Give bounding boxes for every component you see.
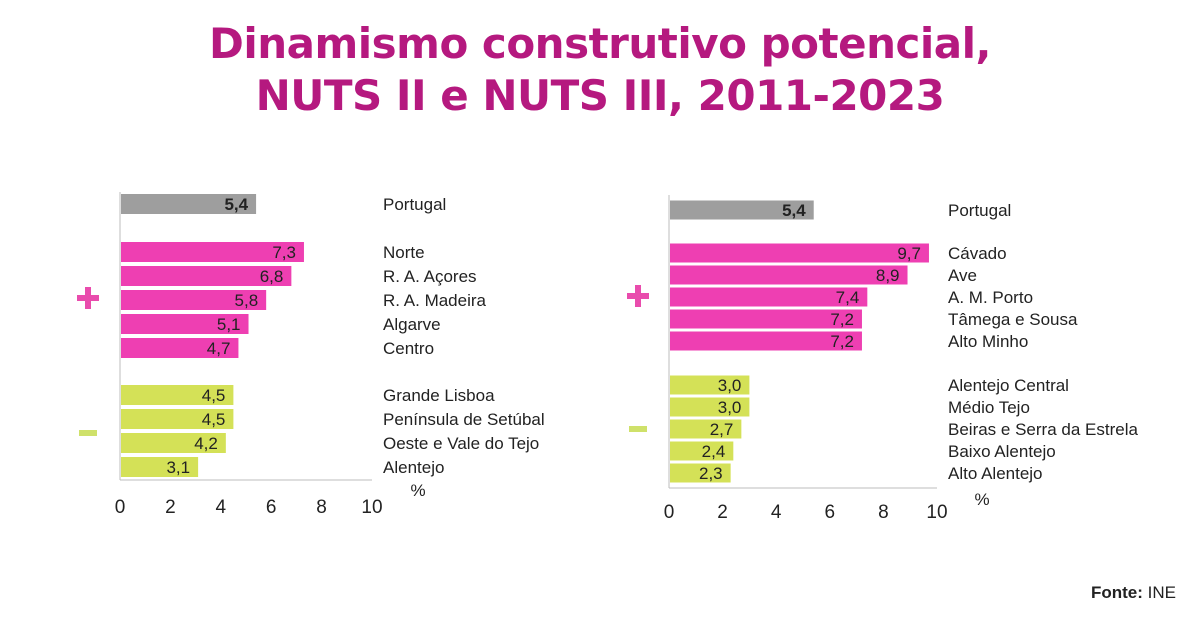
chart1-bar-value-label: 4,5 [202, 386, 226, 405]
chart1-bar-value-label: 6,8 [260, 267, 284, 286]
title-line-2: NUTS II e NUTS III, 2011-2023 [255, 71, 945, 120]
chart1-x-tick-label: 8 [316, 497, 327, 518]
chart1-category-label: Oeste e Vale do Tejo [383, 434, 539, 453]
chart1-category-label: R. A. Açores [383, 267, 477, 286]
chart1-category-label: Norte [383, 243, 425, 262]
chart1-bar-value-label: 3,1 [166, 458, 190, 477]
chart2-bar-value-label: 2,3 [699, 464, 723, 483]
chart1-x-tick-label: 6 [266, 497, 277, 518]
chart2-bar-value-label: 2,7 [710, 420, 734, 439]
chart2-bar-value-label: 8,9 [876, 266, 900, 285]
chart1-bar-value-label: 4,5 [202, 410, 226, 429]
chart2-bar [670, 331, 862, 351]
chart2-x-tick-label: 0 [664, 502, 675, 523]
chart1-minus-sign [79, 430, 97, 436]
chart2-bar-value-label: 2,4 [702, 442, 726, 461]
chart2-category-label: A. M. Porto [948, 288, 1033, 307]
source-value: INE [1147, 583, 1176, 602]
chart2-bar [670, 287, 868, 307]
chart1-bar [121, 290, 267, 310]
chart1-x-tick-label: 2 [165, 497, 176, 518]
chart1-bar [121, 433, 226, 453]
chart1-category-label: Algarve [383, 315, 441, 334]
chart1-bar-value-label: 4,7 [207, 339, 231, 358]
chart1-category-label: Centro [383, 339, 434, 358]
chart1-bar-value-label: 5,1 [217, 315, 241, 334]
chart2-bar-value-label: 7,2 [830, 332, 854, 351]
title-line-1: Dinamismo construtivo potencial, [209, 19, 991, 68]
chart2-bar [670, 419, 742, 439]
chart1-bar [121, 266, 292, 286]
chart2-category-label: Portugal [948, 201, 1011, 220]
chart2-category-label: Baixo Alentejo [948, 442, 1056, 461]
chart1-plus-sign-vertical [85, 287, 91, 309]
chart2-category-label: Cávado [948, 244, 1007, 263]
chart1-category-label: R. A. Madeira [383, 291, 487, 310]
chart2-x-tick-label: 4 [771, 502, 782, 523]
chart2-category-label: Tâmega e Sousa [948, 310, 1078, 329]
chart1-bar [121, 409, 234, 429]
chart1-bar-value-label: 4,2 [194, 434, 218, 453]
chart2-bar-value-label: 7,2 [830, 310, 854, 329]
chart2-category-label: Beiras e Serra da Estrela [948, 420, 1138, 439]
chart2-bar [670, 309, 862, 329]
chart-title: Dinamismo construtivo potencial, NUTS II… [0, 18, 1200, 122]
chart2-bar [670, 463, 731, 483]
chart2-bar-value-label: 7,4 [836, 288, 860, 307]
chart2-x-axis-unit: % [974, 490, 989, 509]
chart2-bar [670, 243, 929, 263]
chart2-category-label: Médio Tejo [948, 398, 1030, 417]
chart2-category-label: Alto Alentejo [948, 464, 1043, 483]
chart2-x-tick-label: 8 [878, 502, 889, 523]
chart1-x-tick-label: 10 [361, 497, 382, 518]
chart2-bar-value-label: 3,0 [718, 376, 742, 395]
chart1-category-label: Portugal [383, 195, 446, 214]
source-note: Fonte: INE [1091, 583, 1176, 603]
chart2-category-label: Alto Minho [948, 332, 1028, 351]
chart2-category-label: Alentejo Central [948, 376, 1069, 395]
chart2-bar-value-label: 3,0 [718, 398, 742, 417]
chart2-x-tick-label: 2 [717, 502, 728, 523]
chart2-bar [670, 441, 734, 461]
chart1-bar-value-label: 5,8 [235, 291, 259, 310]
chart2-bar [670, 397, 750, 417]
chart2-bar [670, 375, 750, 395]
chart1-bar [121, 457, 199, 477]
chart1-x-tick-label: 0 [115, 497, 126, 518]
chart1-category-label: Grande Lisboa [383, 386, 495, 405]
chart1-bar [121, 338, 239, 358]
chart2-bar [670, 200, 814, 220]
chart2-bar [670, 265, 908, 285]
chart1-category-label: Península de Setúbal [383, 410, 545, 429]
chart2-minus-sign [629, 426, 647, 432]
chart2-bar-value-label: 5,4 [782, 201, 806, 220]
chart1-x-axis-unit: % [410, 481, 425, 500]
chart1-bar [121, 314, 249, 334]
chart2-bar-value-label: 9,7 [897, 244, 921, 263]
chart1-bar-value-label: 7,3 [272, 243, 296, 262]
chart2-x-tick-label: 10 [926, 502, 947, 523]
chart1-category-label: Alentejo [383, 458, 444, 477]
chart2-category-label: Ave [948, 266, 977, 285]
chart2-x-tick-label: 6 [825, 502, 836, 523]
chart2-plus-sign-vertical [635, 285, 641, 307]
source-label: Fonte: [1090, 583, 1143, 602]
chart1-bar [121, 194, 257, 214]
chart1-bar [121, 242, 304, 262]
chart1-bar-value-label: 5,4 [224, 195, 248, 214]
chart1-bar [121, 385, 234, 405]
chart1-x-tick-label: 4 [216, 497, 227, 518]
